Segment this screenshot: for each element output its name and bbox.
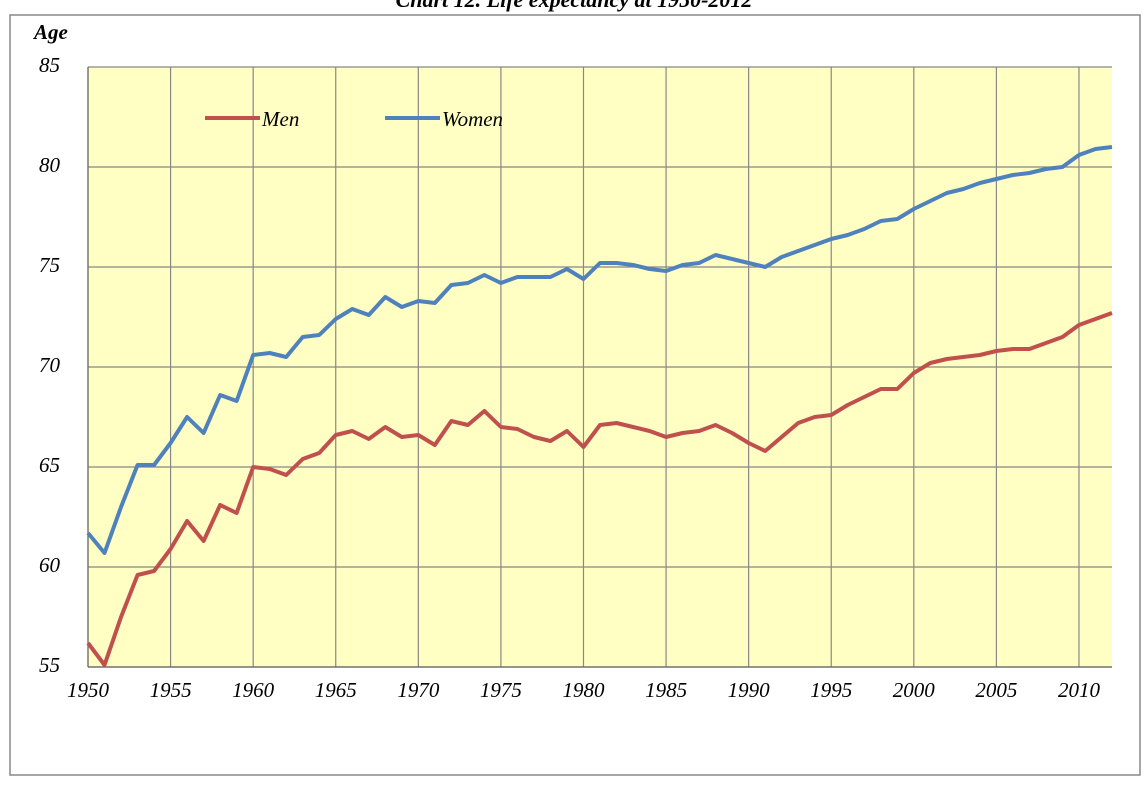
x-tick-label: 2005 <box>975 678 1017 702</box>
x-tick-label: 2000 <box>893 678 936 702</box>
chart-title: Chart 12. Life expectancy at 1950-2012 <box>396 0 753 12</box>
y-tick-label: 85 <box>39 53 60 77</box>
legend-label: Women <box>442 107 503 131</box>
x-tick-label: 1980 <box>562 678 605 702</box>
y-axis-label: Age <box>32 20 68 44</box>
line-series <box>86 145 1113 555</box>
x-tick-label: 1985 <box>645 678 687 702</box>
x-tick-label: 1995 <box>810 678 852 702</box>
y-tick-label: 70 <box>39 353 61 377</box>
x-tick-label: 1970 <box>397 678 440 702</box>
legend-label: Men <box>261 107 299 131</box>
x-tick-label: 1965 <box>315 678 357 702</box>
x-tick-label: 1990 <box>728 678 771 702</box>
x-tick-label: 2010 <box>1058 678 1101 702</box>
line-series <box>86 311 1113 667</box>
y-tick-label: 60 <box>39 553 61 577</box>
x-tick-label: 1975 <box>480 678 522 702</box>
y-tick-label: 55 <box>39 653 60 677</box>
x-tick-label: 1960 <box>232 678 275 702</box>
y-tick-label: 65 <box>39 453 60 477</box>
x-tick-label: 1955 <box>150 678 192 702</box>
y-tick-label: 75 <box>39 253 60 277</box>
x-tick-label: 1950 <box>67 678 110 702</box>
y-tick-label: 80 <box>39 153 61 177</box>
